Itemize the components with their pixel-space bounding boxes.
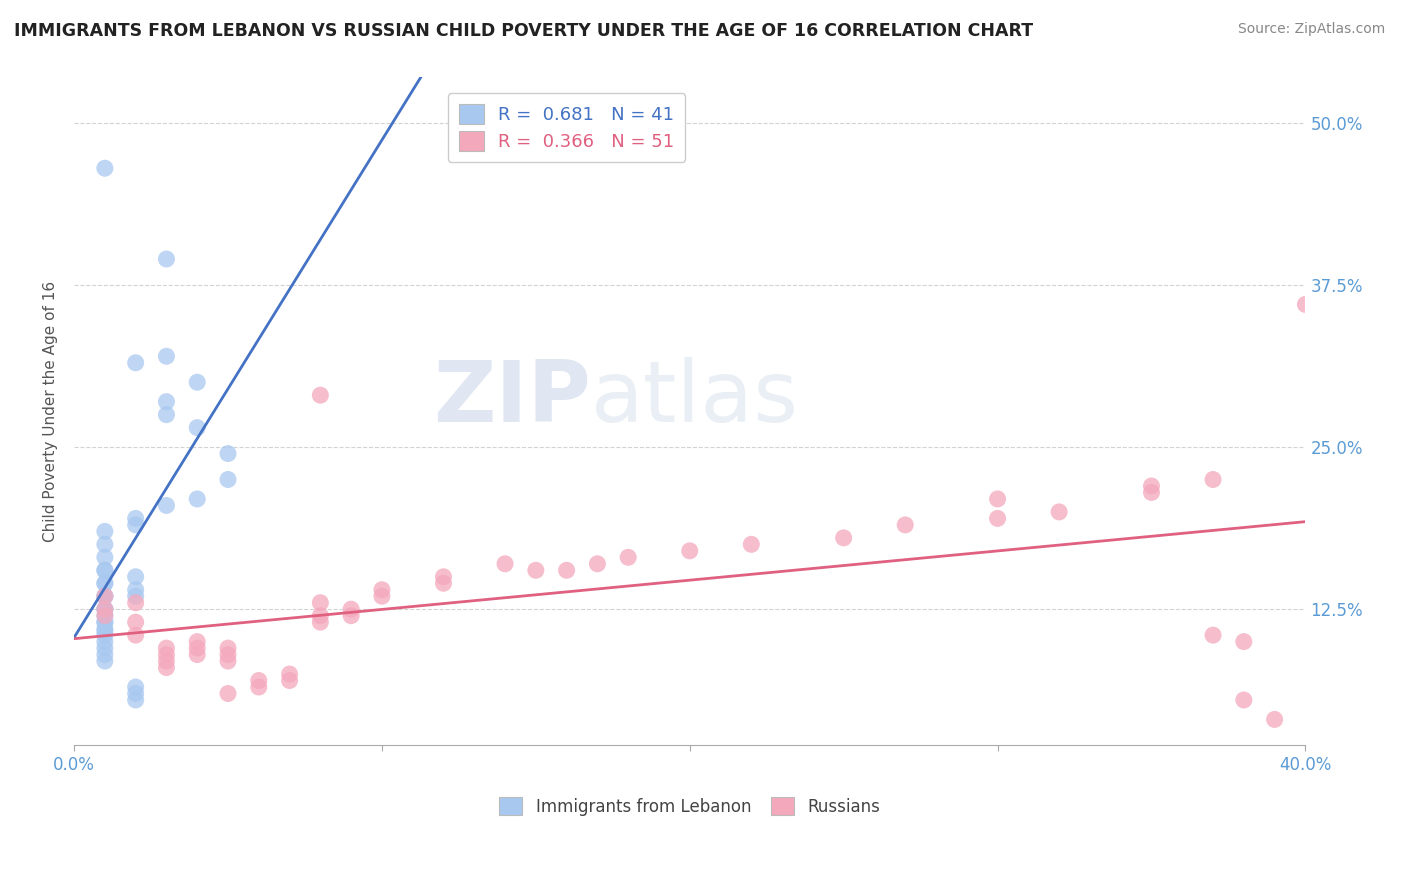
Point: [247, 680, 270, 694]
Point: [278, 667, 301, 681]
Point: [124, 356, 146, 370]
Point: [1202, 628, 1225, 642]
Point: [155, 648, 177, 662]
Point: [309, 388, 332, 402]
Point: [124, 596, 146, 610]
Point: [155, 654, 177, 668]
Point: [124, 589, 146, 603]
Point: [94, 641, 117, 656]
Point: [124, 693, 146, 707]
Point: [217, 446, 239, 460]
Point: [94, 608, 117, 623]
Point: [186, 648, 208, 662]
Point: [186, 634, 208, 648]
Point: [94, 602, 117, 616]
Point: [155, 660, 177, 674]
Point: [94, 608, 117, 623]
Point: [217, 473, 239, 487]
Point: [494, 557, 516, 571]
Point: [155, 499, 177, 513]
Point: [832, 531, 855, 545]
Point: [124, 686, 146, 700]
Point: [309, 615, 332, 629]
Point: [1233, 693, 1256, 707]
Point: [894, 517, 917, 532]
Point: [94, 622, 117, 636]
Point: [740, 537, 762, 551]
Point: [94, 576, 117, 591]
Point: [1202, 473, 1225, 487]
Legend: Immigrants from Lebanon, Russians: Immigrants from Lebanon, Russians: [492, 790, 887, 822]
Point: [1047, 505, 1070, 519]
Point: [1264, 713, 1286, 727]
Point: [94, 537, 117, 551]
Point: [94, 576, 117, 591]
Point: [987, 511, 1010, 525]
Point: [586, 557, 609, 571]
Point: [155, 349, 177, 363]
Point: [94, 648, 117, 662]
Point: [155, 394, 177, 409]
Point: [186, 420, 208, 434]
Point: [186, 641, 208, 656]
Point: [555, 563, 578, 577]
Text: Source: ZipAtlas.com: Source: ZipAtlas.com: [1237, 22, 1385, 37]
Point: [247, 673, 270, 688]
Point: [155, 641, 177, 656]
Point: [94, 628, 117, 642]
Point: [371, 582, 394, 597]
Point: [371, 589, 394, 603]
Point: [94, 615, 117, 629]
Point: [94, 161, 117, 176]
Text: IMMIGRANTS FROM LEBANON VS RUSSIAN CHILD POVERTY UNDER THE AGE OF 16 CORRELATION: IMMIGRANTS FROM LEBANON VS RUSSIAN CHILD…: [14, 22, 1033, 40]
Point: [340, 602, 363, 616]
Point: [94, 589, 117, 603]
Point: [217, 641, 239, 656]
Point: [679, 544, 702, 558]
Point: [94, 589, 117, 603]
Point: [155, 252, 177, 266]
Point: [1140, 479, 1163, 493]
Point: [94, 602, 117, 616]
Point: [94, 550, 117, 565]
Point: [432, 570, 454, 584]
Point: [124, 517, 146, 532]
Point: [186, 376, 208, 390]
Point: [524, 563, 547, 577]
Point: [94, 602, 117, 616]
Text: atlas: atlas: [592, 357, 799, 440]
Point: [1294, 297, 1316, 311]
Point: [94, 524, 117, 539]
Point: [217, 648, 239, 662]
Point: [217, 654, 239, 668]
Point: [124, 615, 146, 629]
Point: [155, 408, 177, 422]
Point: [94, 563, 117, 577]
Point: [94, 615, 117, 629]
Point: [124, 511, 146, 525]
Point: [1233, 634, 1256, 648]
Point: [617, 550, 640, 565]
Point: [186, 491, 208, 506]
Point: [1140, 485, 1163, 500]
Point: [309, 596, 332, 610]
Point: [432, 576, 454, 591]
Point: [124, 582, 146, 597]
Point: [124, 570, 146, 584]
Point: [124, 628, 146, 642]
Point: [217, 686, 239, 700]
Text: ZIP: ZIP: [433, 357, 592, 440]
Point: [987, 491, 1010, 506]
Point: [94, 563, 117, 577]
Point: [124, 680, 146, 694]
Y-axis label: Child Poverty Under the Age of 16: Child Poverty Under the Age of 16: [44, 281, 58, 542]
Point: [278, 673, 301, 688]
Point: [94, 624, 117, 639]
Point: [94, 634, 117, 648]
Point: [309, 608, 332, 623]
Point: [94, 589, 117, 603]
Point: [340, 608, 363, 623]
Point: [94, 654, 117, 668]
